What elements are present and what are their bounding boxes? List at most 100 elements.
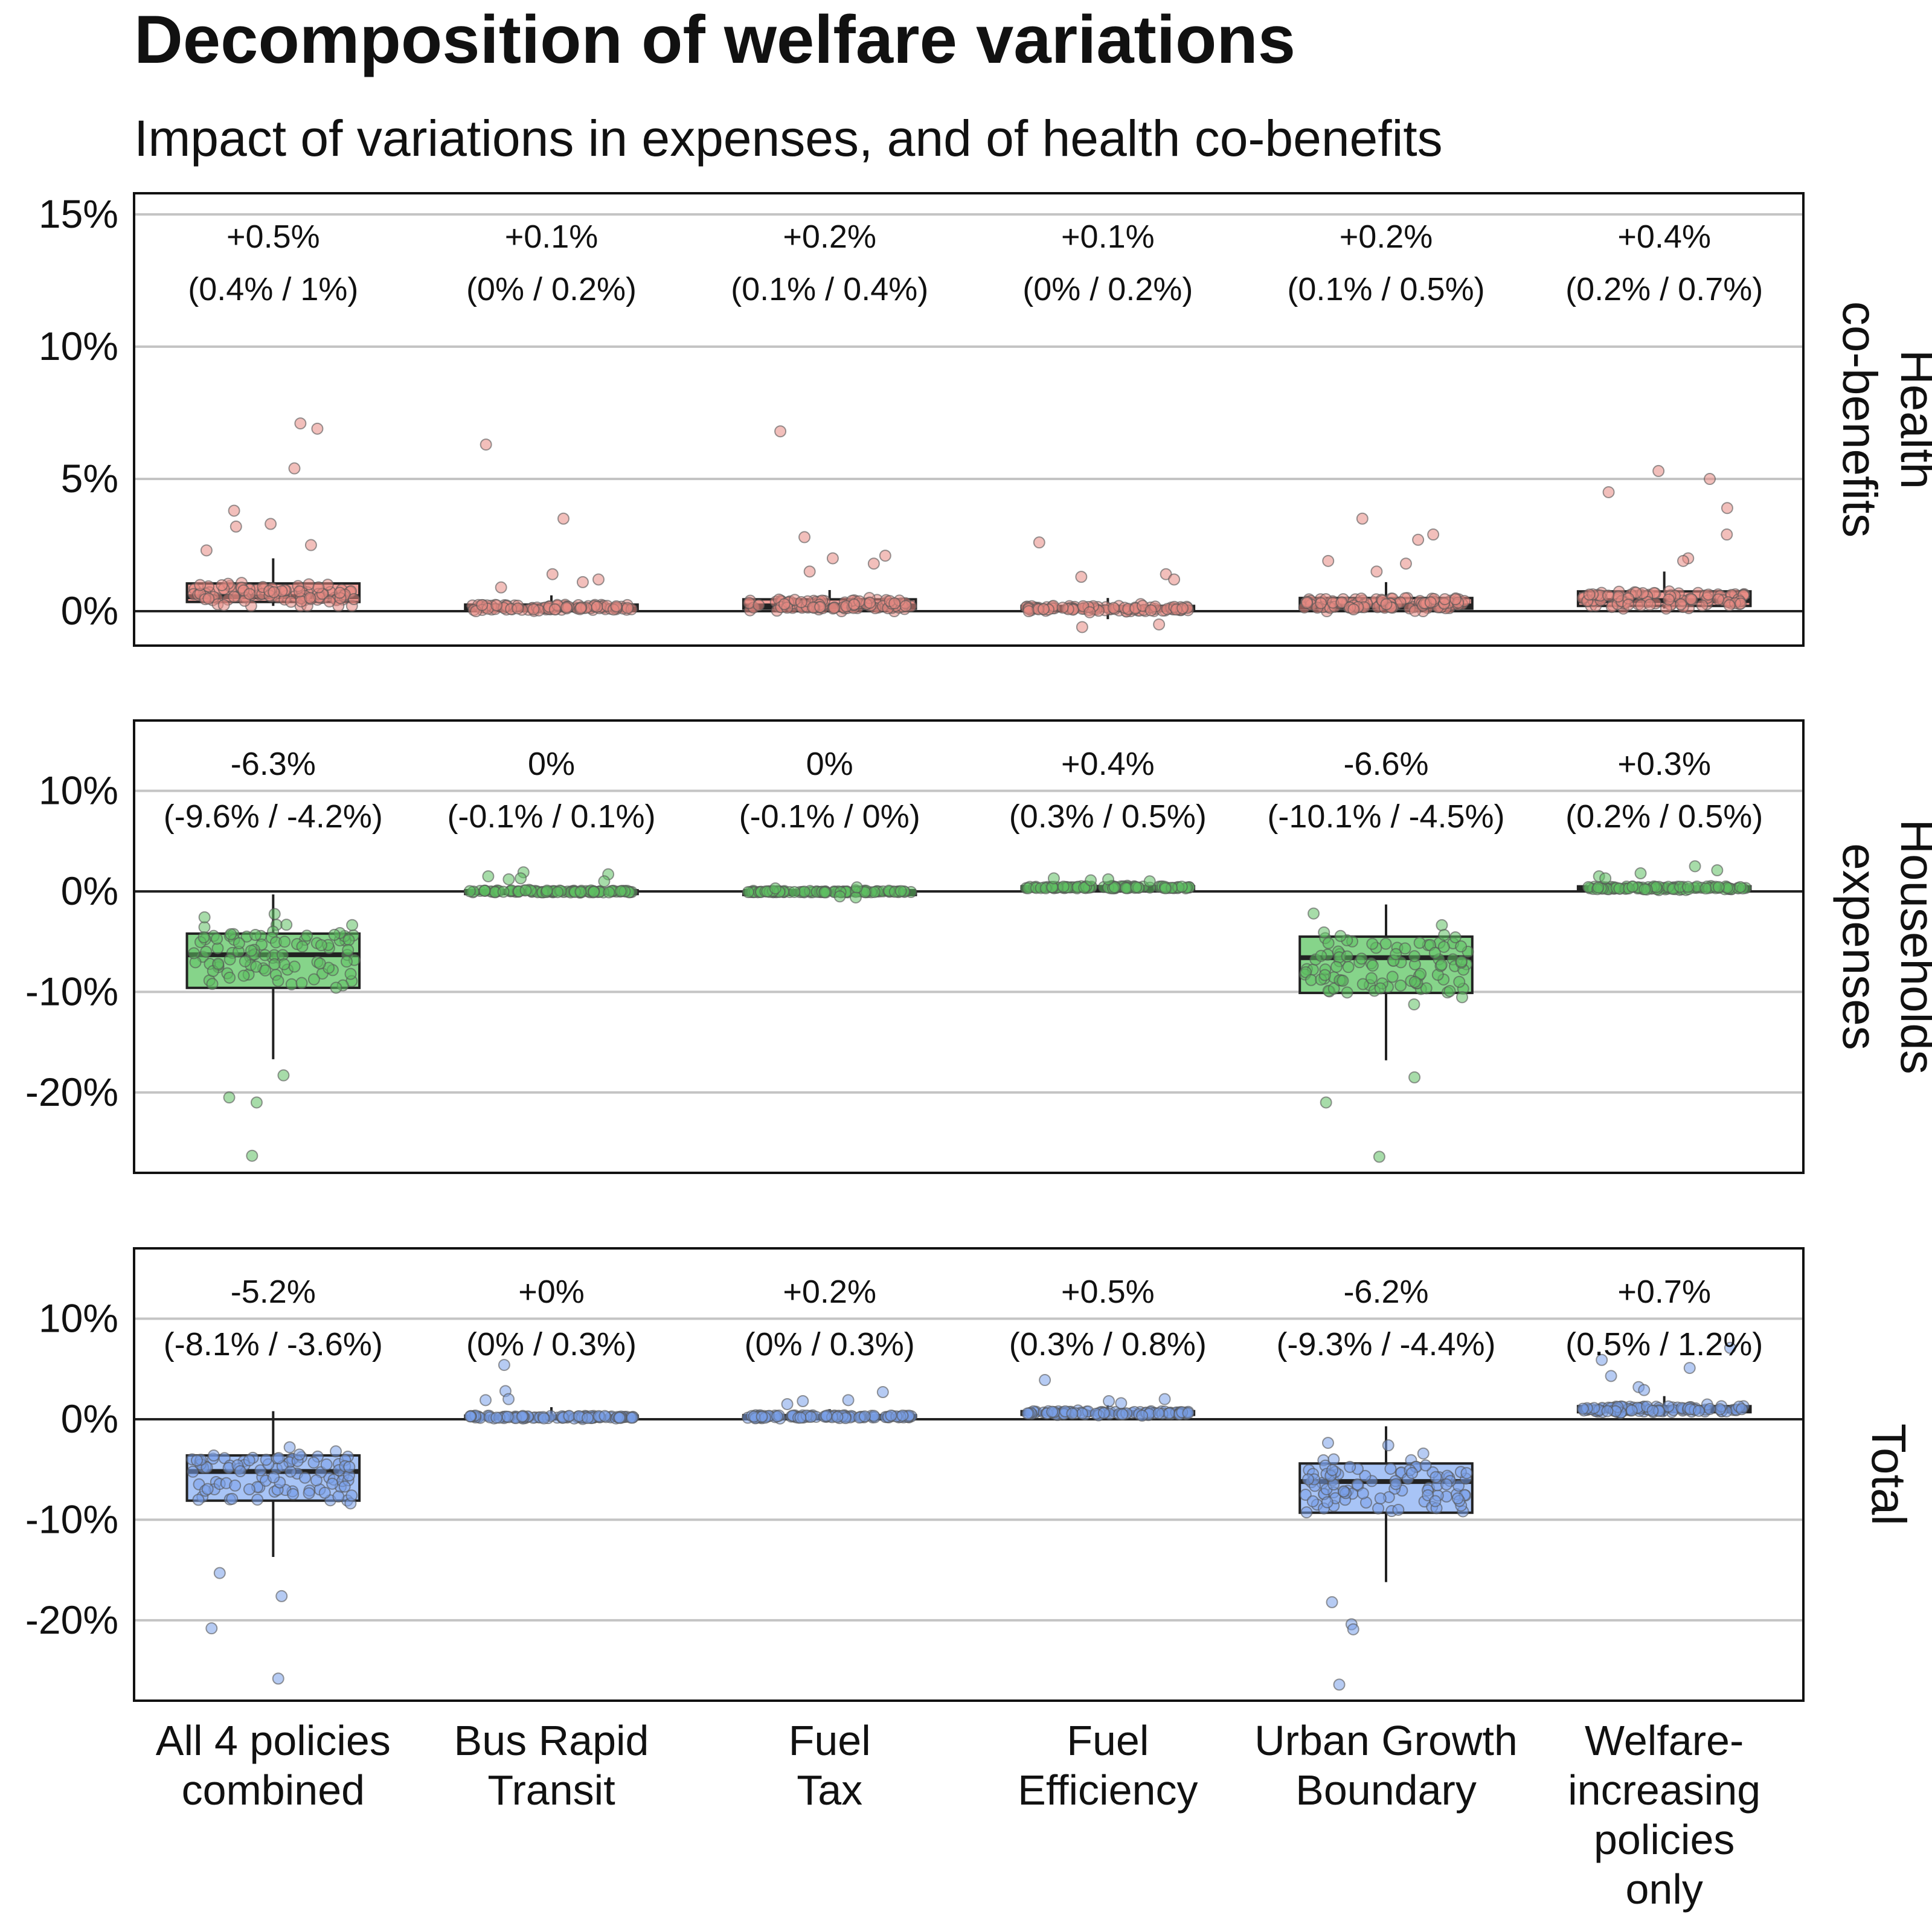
outlier-point (1158, 1393, 1171, 1405)
panel-frame (133, 192, 1805, 647)
data-point (280, 919, 293, 931)
outlier-point (1326, 1596, 1338, 1608)
outlier-point (288, 462, 301, 475)
outlier-point (1103, 1394, 1115, 1407)
data-point (1322, 937, 1335, 949)
data-point (284, 595, 297, 608)
panel-0: 0% 5% 10% 15% +0.5% (0.4% / 1%) +0.1% (0% / 0.2… (39, 191, 1932, 647)
data-point (858, 1410, 871, 1423)
data-point (1163, 1407, 1176, 1420)
data-point (864, 597, 876, 609)
data-point (1408, 975, 1421, 988)
data-point (1382, 1439, 1394, 1452)
data-point (1347, 603, 1360, 616)
outlier-point (1721, 502, 1733, 515)
data-point (1424, 596, 1437, 609)
annotation-range: (0.3% / 0.5%) (1009, 798, 1207, 835)
data-point (278, 936, 291, 948)
outlier-point (1652, 464, 1665, 477)
y-tick-label: 0% (61, 1396, 118, 1441)
facet-label-line: expenses (1833, 843, 1887, 1050)
data-point (1622, 599, 1635, 611)
data-point (574, 885, 587, 898)
data-point (1334, 929, 1347, 942)
x-category-label: Fuel Tax (789, 1717, 871, 1814)
data-point (225, 928, 237, 940)
y-tick-label: 0% (61, 588, 118, 633)
data-point (187, 1465, 199, 1478)
data-point (621, 602, 634, 614)
data-point (312, 581, 325, 594)
data-point (794, 1411, 807, 1424)
outlier-point (1102, 873, 1115, 885)
data-point (216, 579, 228, 591)
data-point (234, 1465, 246, 1478)
outlier-point (498, 1359, 510, 1372)
data-point (192, 1494, 205, 1506)
boxplot-4 (1298, 904, 1474, 1163)
data-point (1306, 1495, 1319, 1507)
x-category-line: increasing (1568, 1767, 1760, 1814)
data-point (1675, 598, 1687, 611)
facet-label-line: Health (1891, 350, 1932, 489)
data-point (1330, 960, 1343, 973)
data-point (1601, 1405, 1614, 1417)
data-point (894, 885, 907, 897)
outlier-point (1085, 874, 1097, 887)
data-point (1736, 1403, 1748, 1416)
boxplot-0 (185, 417, 361, 612)
annotation-main: -6.2% (1343, 1274, 1428, 1310)
x-category-line: Tax (797, 1767, 862, 1814)
annotation-main: +0.7% (1617, 1274, 1711, 1310)
data-point (1392, 1503, 1405, 1516)
x-category-label: Bus Rapid Transit (454, 1717, 649, 1814)
data-point (1344, 1460, 1356, 1473)
outlier-point (798, 531, 811, 544)
data-point (512, 602, 524, 615)
data-point (1300, 597, 1313, 609)
data-point (338, 1480, 351, 1493)
outlier-point (272, 1672, 284, 1685)
outlier-point (200, 544, 213, 557)
data-point (229, 1479, 242, 1492)
annotation-range: (-9.6% / -4.2%) (164, 798, 383, 835)
outlier-point (1599, 872, 1612, 885)
data-point (1662, 593, 1675, 606)
data-point (198, 911, 211, 923)
facet-label-line: Households (1891, 819, 1932, 1074)
data-point (527, 603, 540, 615)
data-point (1455, 991, 1468, 1004)
annotation-main: +0.5% (1061, 1274, 1155, 1310)
data-point (332, 1490, 345, 1503)
data-point (463, 885, 476, 897)
data-point (1704, 1402, 1716, 1415)
facet-label-line: co-benefits (1833, 301, 1887, 538)
data-point (742, 886, 754, 899)
data-point (1439, 593, 1451, 606)
data-point (1646, 1404, 1659, 1417)
data-point (223, 953, 236, 966)
data-point (1130, 881, 1143, 893)
data-point (245, 945, 257, 957)
x-category-line: Boundary (1295, 1767, 1477, 1814)
data-point (191, 1454, 204, 1467)
annotation-main: -5.2% (231, 1274, 316, 1310)
data-point (551, 886, 564, 899)
data-point (318, 1486, 331, 1499)
data-point (574, 602, 587, 615)
boxplot-0 (185, 1411, 361, 1685)
annotation-range: (0.5% / 1.2%) (1565, 1326, 1763, 1362)
data-point (284, 1465, 297, 1478)
data-point (1342, 961, 1355, 974)
annotation-range: (0% / 0.2%) (466, 271, 637, 307)
data-point (202, 592, 215, 605)
outlier-point (1638, 1384, 1651, 1396)
data-point (541, 884, 553, 897)
outlier-point (502, 1393, 515, 1405)
data-point (249, 928, 262, 941)
outlier-point (797, 1394, 809, 1407)
outlier-point (1412, 533, 1425, 546)
outlier-point (876, 1386, 889, 1399)
data-point (1455, 940, 1468, 953)
outlier-point (1408, 1071, 1421, 1083)
